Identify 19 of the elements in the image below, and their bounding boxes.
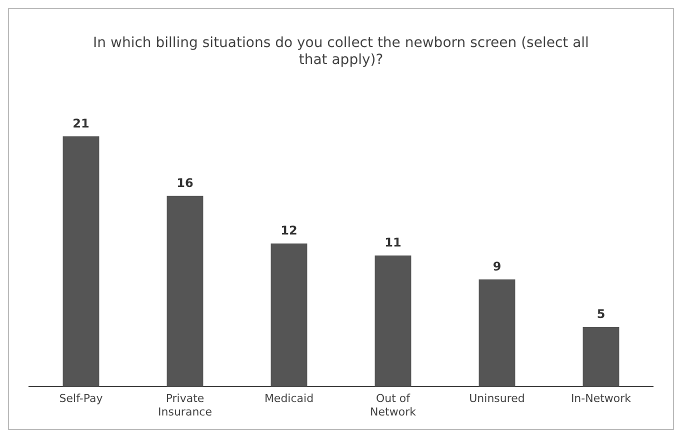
x-tick-label: In-Network — [570, 392, 632, 406]
x-tick-label: Private Insurance — [158, 392, 212, 418]
chart-title: In which billing situations do you collect the newborn screen (select all that apply)? — [93, 35, 589, 68]
bar — [166, 196, 204, 387]
bar — [374, 255, 412, 387]
x-tick-label: Uninsured — [469, 392, 525, 406]
data-label: 5 — [596, 307, 606, 322]
data-label: 21 — [72, 116, 90, 130]
data-label: 9 — [492, 259, 502, 274]
bar — [62, 136, 100, 387]
x-tick-label: Medicaid — [264, 392, 314, 406]
data-label: 11 — [384, 236, 402, 250]
bar — [582, 327, 620, 387]
x-tick-label: Self-Pay — [59, 392, 104, 406]
bar — [270, 244, 308, 387]
data-label: 16 — [176, 176, 194, 190]
data-label: 12 — [280, 224, 298, 238]
x-tick-label: Out of Network — [370, 392, 417, 418]
bar — [478, 279, 516, 387]
